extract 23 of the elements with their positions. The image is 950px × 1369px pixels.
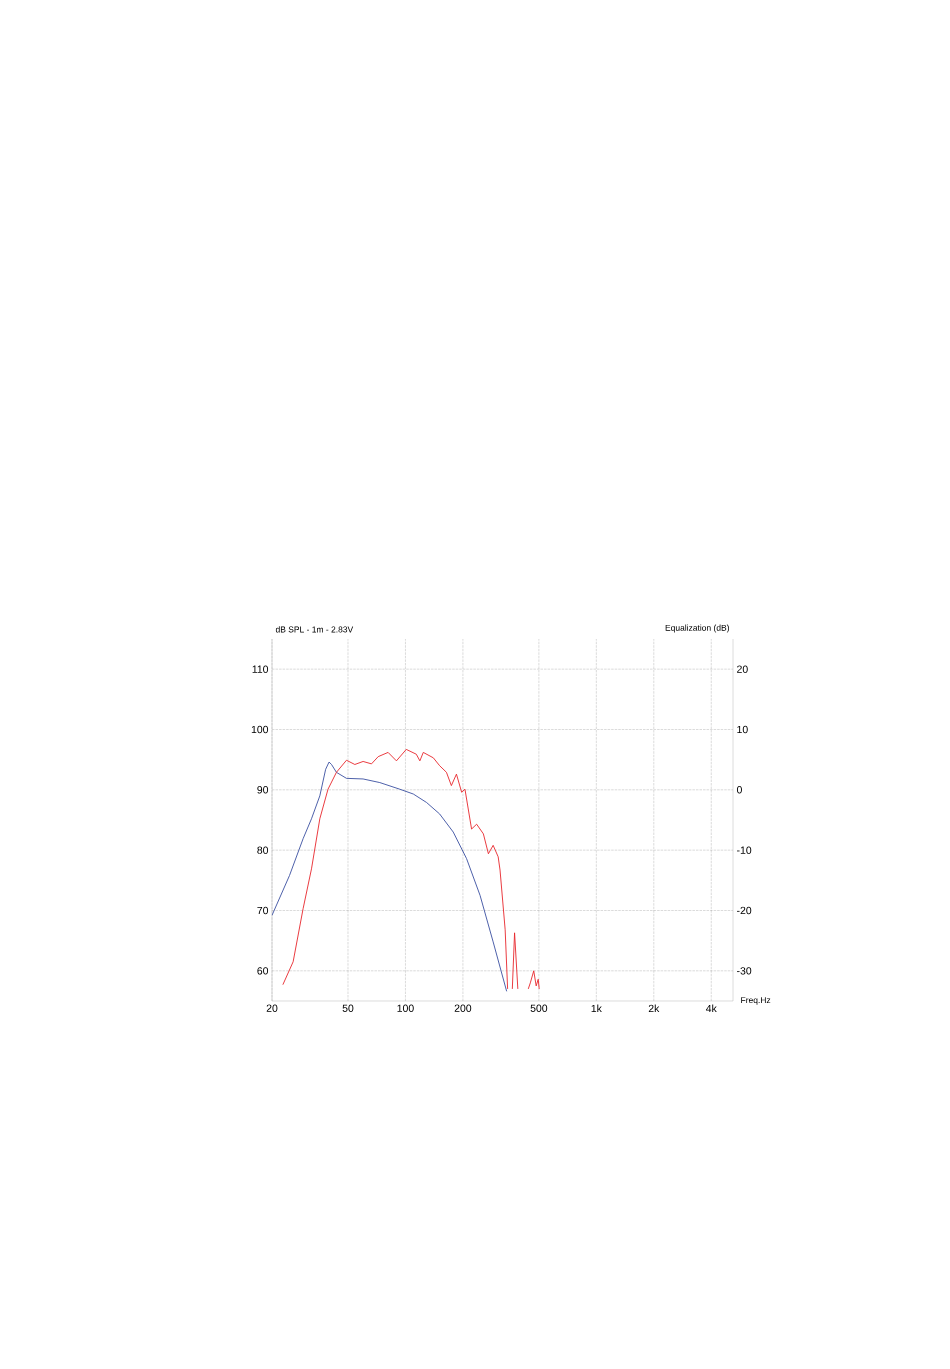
x-tick-label: 100 [397,1004,414,1012]
y-tick-label: 70 [257,906,269,915]
y-tick-label: 110 [252,665,269,673]
y-tick-label: 100 [251,725,269,734]
x-tick-label: 20 [266,1004,278,1012]
y-axis-title: dB SPL - 1m - 2.83V [275,626,354,633]
y2-tick-label: 10 [737,725,748,734]
y2-tick-label: 20 [737,665,748,673]
y2-tick-label: 0 [736,786,742,794]
y2-axis-title: Equalization (dB) [665,624,729,633]
x-tick-label: 500 [530,1004,548,1012]
x-tick-label: 50 [342,1004,354,1012]
y-tick-label: 90 [257,786,269,794]
y2-tick-label: -10 [737,846,752,854]
y2-tick-label: -20 [737,906,752,915]
y-tick-label: 80 [257,846,269,854]
x-tick-label: 2k [648,1004,660,1013]
y-tick-label: 60 [257,967,269,975]
x-axis-title: Freq.Hz [741,997,771,1005]
x-tick-label: 200 [454,1004,472,1012]
y2-tick-label: -30 [737,967,752,975]
x-tick-label: 4k [705,1004,717,1013]
x-tick-label: 1k [591,1004,602,1013]
